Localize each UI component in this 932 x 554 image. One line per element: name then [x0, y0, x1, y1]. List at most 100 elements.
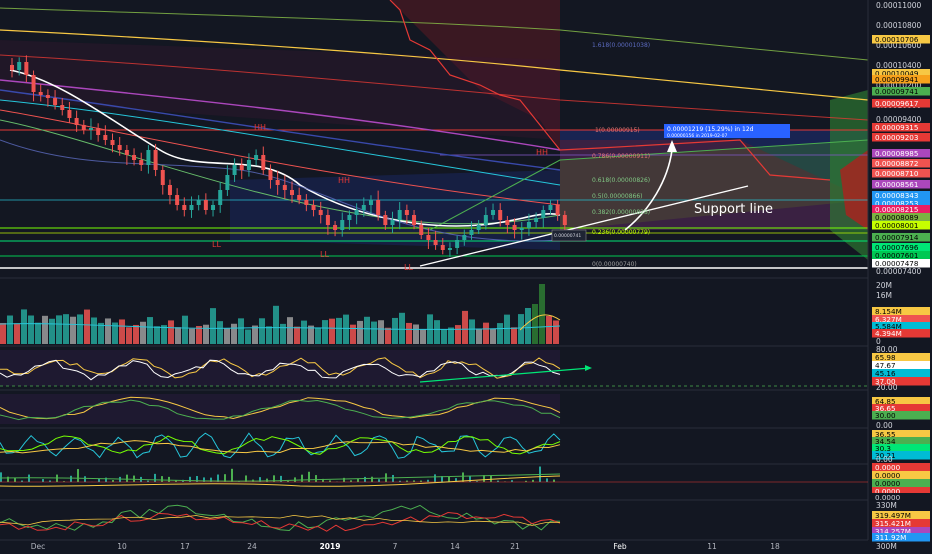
volume-bar [231, 324, 237, 344]
candle-body [527, 222, 531, 228]
candle-body [513, 225, 517, 230]
candle-body [268, 170, 272, 180]
candle-body [204, 200, 208, 210]
candle-body [491, 210, 495, 215]
price-tag-label: 4.394M [875, 329, 902, 338]
candle-body [125, 150, 129, 155]
volume-bar [280, 324, 286, 344]
volume-bar [497, 323, 503, 344]
volume-bar [56, 315, 62, 344]
volume-bar [42, 316, 48, 344]
macd-bar [42, 479, 44, 482]
candle-body [498, 210, 502, 220]
candle-body [32, 75, 36, 92]
candle-body [398, 210, 402, 220]
time-tick-label: 24 [247, 542, 257, 550]
candle-body [146, 150, 150, 165]
candle-body [426, 235, 430, 240]
macd-bar [546, 478, 548, 482]
candle-body [39, 92, 43, 95]
volume-bar [462, 311, 468, 344]
candle-body [283, 185, 287, 190]
candle-body [189, 205, 193, 210]
volume-bar [504, 315, 510, 344]
volume-bar [7, 316, 13, 344]
fib-label-0236: 0.236(0.00000779) [592, 229, 650, 236]
macd-bar [77, 469, 79, 482]
price-tag-label: 0.00009203 [875, 133, 918, 142]
time-tick-label: 18 [770, 542, 780, 550]
volume-bar [224, 328, 230, 344]
price-axis[interactable]: 0.000110000.000108000.000106000.00010400… [872, 1, 930, 550]
volume-bar [378, 320, 384, 344]
candle-body [383, 215, 387, 225]
candle-body [17, 62, 21, 70]
macd-bar [469, 476, 471, 482]
candle-body [111, 140, 115, 145]
volume-bar [105, 318, 111, 344]
volume-bar [28, 315, 34, 344]
volume-bar [35, 323, 41, 344]
candle-body [347, 215, 351, 220]
volume-bar [455, 325, 461, 344]
macd-bar [308, 472, 310, 482]
volume-bar [406, 323, 412, 344]
candle-body [175, 195, 179, 205]
volume-bar [553, 320, 559, 344]
fib-label-0: 0(0.00000740) [592, 261, 637, 268]
volume-bar [525, 308, 531, 344]
volume-bar [189, 329, 195, 344]
candle-body [405, 210, 409, 215]
candle-body [369, 200, 373, 205]
volume-bar [133, 325, 139, 344]
candle-body [24, 62, 28, 75]
candle-body [304, 200, 308, 205]
price-tag-label: 0.00008872 [875, 159, 918, 168]
volume-bar [322, 320, 328, 344]
macd-bar [392, 475, 394, 482]
price-tag-label: 311.92M [875, 533, 906, 542]
macd-bar [371, 477, 373, 482]
price-tag-label: 0.00008001 [875, 221, 918, 230]
price-tag-label: 0.00008710 [875, 169, 919, 178]
volume-bar [77, 314, 83, 344]
volume-bar [70, 317, 76, 344]
candle-body [419, 225, 423, 235]
candle-body [197, 200, 201, 205]
candle-body [53, 98, 57, 105]
volume-bar [371, 322, 377, 344]
macd-bar [490, 475, 492, 482]
axis-tick-label: 20.00 [876, 383, 898, 392]
volume-bar [469, 319, 475, 344]
volume-bar [217, 321, 223, 344]
axis-tick-label: 330M [876, 501, 897, 510]
candle-body [362, 205, 366, 210]
candle-body [297, 195, 301, 200]
macd-bar [266, 479, 268, 482]
volume-bar [147, 317, 153, 344]
candle-body [67, 110, 71, 118]
macd-bar [161, 476, 163, 482]
candle-body [484, 215, 488, 225]
candle-body [139, 160, 143, 165]
candle-body [161, 170, 165, 185]
volume-bar [287, 317, 293, 344]
volume-bar [273, 306, 279, 344]
volume-bar [91, 317, 97, 344]
candle-body [333, 225, 337, 230]
volume-bar [245, 330, 251, 344]
macd-bar [189, 477, 191, 482]
time-tick-label: 11 [707, 542, 717, 550]
price-tag-label: 0.00008561 [875, 180, 918, 189]
candle-body [412, 215, 416, 225]
candle-body [276, 180, 280, 185]
volume-bar [434, 320, 440, 344]
time-tick-label: 2019 [320, 542, 341, 550]
macd-bar [98, 479, 100, 482]
candle-body [312, 205, 316, 210]
price-tag-label: 30.00 [875, 411, 896, 420]
candle-body [563, 215, 567, 225]
macd-bar [434, 474, 436, 482]
